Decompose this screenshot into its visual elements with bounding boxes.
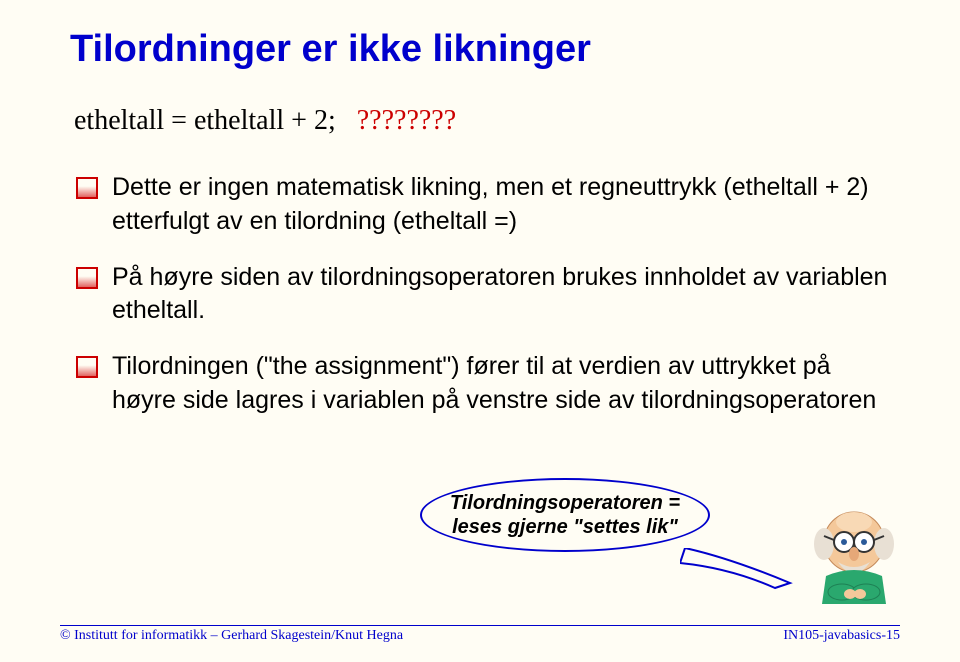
code-statement: etheltall = etheltall + 2; — [74, 105, 336, 136]
code-example: etheltall = etheltall + 2; ???????? — [74, 105, 890, 137]
code-question-marks: ???????? — [357, 105, 456, 136]
slide: Tilordninger er ikke likninger etheltall… — [0, 0, 960, 662]
footer-divider — [60, 625, 900, 626]
callout-line1: Tilordningsoperatoren = — [450, 491, 680, 515]
footer: © Institutt for informatikk – Gerhard Sk… — [0, 628, 960, 644]
bullet-item: Tilordningen ("the assignment") fører ti… — [76, 350, 890, 418]
bullet-list: Dette er ingen matematisk likning, men e… — [70, 171, 890, 418]
footer-page-id: IN105-javabasics-15 — [783, 628, 900, 644]
bullet-item: Dette er ingen matematisk likning, men e… — [76, 171, 890, 239]
bullet-item: På høyre siden av tilordningsoperatoren … — [76, 261, 890, 329]
callout-line2: leses gjerne "settes lik" — [452, 515, 678, 539]
professor-icon — [804, 494, 904, 604]
slide-title: Tilordninger er ikke likninger — [70, 28, 890, 71]
callout-bubble: Tilordningsoperatoren = leses gjerne "se… — [420, 478, 710, 552]
footer-copyright: © Institutt for informatikk – Gerhard Sk… — [60, 628, 403, 644]
